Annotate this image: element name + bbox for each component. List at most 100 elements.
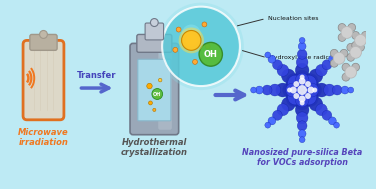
Circle shape (288, 75, 303, 91)
Circle shape (158, 78, 162, 82)
Circle shape (290, 77, 315, 103)
Circle shape (303, 91, 318, 106)
Circle shape (299, 137, 305, 143)
Text: Transfer: Transfer (77, 71, 117, 80)
Circle shape (338, 23, 346, 31)
Circle shape (332, 85, 342, 95)
Circle shape (283, 82, 298, 98)
Circle shape (315, 64, 327, 76)
Circle shape (294, 70, 310, 86)
Text: OH: OH (204, 50, 218, 59)
Circle shape (347, 43, 355, 51)
Circle shape (268, 117, 276, 125)
Circle shape (39, 30, 47, 38)
Circle shape (300, 75, 305, 80)
Circle shape (295, 73, 309, 87)
Circle shape (295, 93, 309, 107)
Circle shape (338, 33, 346, 41)
Circle shape (199, 42, 223, 66)
Circle shape (298, 130, 306, 138)
FancyBboxPatch shape (30, 34, 57, 50)
FancyBboxPatch shape (137, 34, 172, 52)
Circle shape (185, 34, 197, 46)
Circle shape (286, 91, 302, 106)
Circle shape (293, 81, 299, 87)
Circle shape (334, 122, 340, 128)
Circle shape (262, 85, 272, 95)
Circle shape (306, 82, 321, 98)
FancyBboxPatch shape (158, 48, 172, 130)
Circle shape (348, 87, 354, 93)
Circle shape (315, 83, 328, 97)
Circle shape (268, 55, 276, 63)
Circle shape (331, 49, 338, 57)
Circle shape (361, 31, 369, 40)
Circle shape (295, 63, 309, 77)
Circle shape (282, 69, 295, 83)
Text: OH: OH (153, 91, 161, 97)
Circle shape (149, 101, 152, 105)
Circle shape (297, 85, 307, 95)
Circle shape (342, 73, 350, 81)
Circle shape (202, 22, 207, 27)
Circle shape (297, 121, 307, 131)
Circle shape (293, 93, 299, 99)
Circle shape (350, 46, 361, 58)
Circle shape (287, 88, 292, 92)
Circle shape (265, 122, 271, 128)
Circle shape (299, 37, 305, 43)
Circle shape (153, 108, 156, 112)
Circle shape (300, 101, 305, 105)
Circle shape (156, 94, 161, 98)
Circle shape (347, 53, 355, 61)
Circle shape (290, 87, 297, 94)
Text: Nanosized pure-silica Beta
for VOCs adsorption: Nanosized pure-silica Beta for VOCs adso… (242, 148, 362, 167)
Circle shape (299, 95, 306, 102)
FancyArrowPatch shape (81, 84, 109, 92)
Circle shape (150, 19, 158, 26)
Circle shape (288, 89, 303, 105)
Circle shape (273, 60, 282, 70)
Circle shape (322, 60, 332, 70)
Circle shape (322, 110, 332, 120)
FancyBboxPatch shape (138, 59, 171, 121)
Circle shape (296, 56, 308, 68)
Circle shape (309, 69, 323, 83)
Text: Microwave
irradiation: Microwave irradiation (18, 128, 69, 147)
Circle shape (315, 104, 327, 116)
Circle shape (282, 97, 295, 111)
Circle shape (323, 84, 335, 96)
Circle shape (179, 27, 204, 53)
Circle shape (341, 26, 353, 38)
Circle shape (356, 43, 364, 51)
Circle shape (286, 83, 299, 97)
Circle shape (173, 47, 178, 52)
Circle shape (286, 74, 302, 90)
Circle shape (309, 97, 323, 111)
Circle shape (182, 30, 201, 50)
Circle shape (296, 112, 308, 124)
Circle shape (303, 74, 318, 90)
Circle shape (294, 94, 310, 110)
Circle shape (182, 25, 201, 44)
Circle shape (147, 83, 152, 89)
Circle shape (352, 63, 359, 71)
Circle shape (277, 64, 289, 76)
Circle shape (299, 78, 306, 84)
Circle shape (176, 27, 181, 32)
Circle shape (333, 52, 345, 64)
Circle shape (162, 7, 240, 86)
Circle shape (301, 75, 317, 91)
Circle shape (334, 52, 340, 58)
Circle shape (158, 3, 244, 90)
Circle shape (341, 86, 349, 94)
Circle shape (352, 41, 359, 49)
Circle shape (297, 49, 307, 59)
FancyArrowPatch shape (215, 91, 244, 99)
Circle shape (193, 59, 197, 64)
Circle shape (331, 59, 338, 67)
FancyBboxPatch shape (145, 23, 164, 40)
Circle shape (295, 103, 309, 117)
Circle shape (312, 88, 317, 92)
Text: Nucleation sites: Nucleation sites (268, 16, 318, 21)
